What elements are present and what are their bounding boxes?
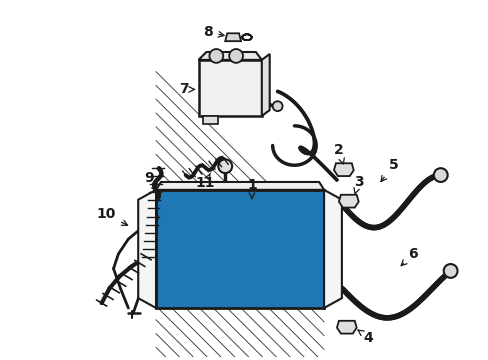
Circle shape	[209, 49, 223, 63]
Circle shape	[218, 159, 232, 173]
Text: 5: 5	[380, 158, 397, 181]
Text: 4: 4	[357, 330, 373, 345]
Polygon shape	[338, 195, 358, 208]
Polygon shape	[198, 52, 261, 60]
Text: 7: 7	[179, 82, 194, 96]
Circle shape	[443, 264, 457, 278]
Polygon shape	[324, 190, 341, 308]
Text: 9: 9	[144, 171, 157, 191]
Text: 3: 3	[353, 175, 363, 194]
Polygon shape	[333, 163, 353, 176]
Text: 11: 11	[195, 173, 215, 190]
Polygon shape	[261, 54, 269, 116]
Bar	[156, 190, 324, 308]
Polygon shape	[336, 321, 356, 334]
Polygon shape	[225, 33, 241, 41]
Polygon shape	[138, 190, 156, 308]
Polygon shape	[156, 182, 324, 190]
Text: 2: 2	[333, 144, 344, 164]
Polygon shape	[203, 116, 218, 124]
Circle shape	[272, 101, 282, 111]
Text: 10: 10	[97, 207, 127, 225]
Text: 1: 1	[246, 178, 256, 198]
Circle shape	[433, 168, 447, 182]
Polygon shape	[198, 60, 261, 116]
Circle shape	[229, 49, 243, 63]
Text: 8: 8	[203, 25, 224, 39]
Text: 6: 6	[400, 247, 417, 266]
